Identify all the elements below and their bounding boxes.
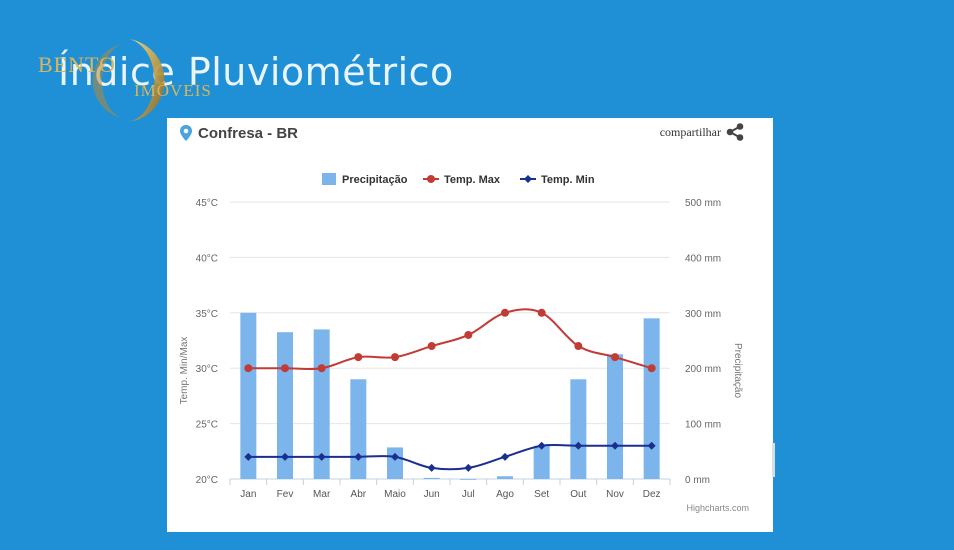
legend-tmax-marker: [427, 175, 435, 183]
precip-bar[interactable]: [533, 445, 550, 479]
temp-min-line: [248, 443, 652, 471]
left-tick-label: 45°C: [196, 198, 218, 209]
x-tick-label: Dez: [643, 489, 661, 500]
precip-bar[interactable]: [497, 476, 513, 479]
location-name: Confresa - BR: [198, 124, 299, 142]
temp-min-point[interactable]: [464, 463, 473, 472]
right-axis-title: Precipitação: [732, 343, 743, 398]
temp-max-point[interactable]: [281, 364, 289, 373]
right-tick-label: 0 mm: [685, 475, 710, 486]
temp-min-point[interactable]: [427, 463, 436, 472]
right-tick-label: 400 mm: [685, 253, 721, 264]
left-tick-label: 20°C: [196, 475, 218, 486]
temp-max-point[interactable]: [244, 364, 253, 373]
logo-emblem: [92, 39, 165, 122]
share-button[interactable]: compartilhar: [660, 123, 745, 141]
temp-max-point[interactable]: [574, 342, 583, 351]
precip-bar[interactable]: [350, 379, 367, 479]
temp-max-point[interactable]: [647, 364, 656, 373]
x-tick-label: Mar: [313, 489, 331, 500]
temp-max-point[interactable]: [391, 353, 399, 362]
x-tick-label: Maio: [384, 489, 406, 500]
temp-max-point[interactable]: [501, 308, 509, 317]
temp-min-point[interactable]: [611, 441, 619, 450]
temp-min-point[interactable]: [244, 452, 253, 461]
legend-tmin-label[interactable]: Temp. Min: [541, 174, 595, 186]
right-tick-label: 300 mm: [685, 309, 721, 320]
left-tick-label: 35°C: [196, 309, 218, 320]
temp-min-point[interactable]: [354, 452, 363, 461]
share-icon: [726, 123, 744, 141]
x-tick-label: Abr: [351, 489, 367, 500]
temp-max-point[interactable]: [354, 353, 363, 362]
temp-min-point[interactable]: [537, 441, 546, 450]
right-tick-label: 100 mm: [685, 420, 721, 431]
climate-chart: 20°C 25°C 30°C 35°C 40°C 45°C 0 mm 100 mm 200 mm…: [179, 173, 749, 513]
temp-min-point[interactable]: [281, 452, 289, 461]
logo-text-bento: BENTO: [38, 52, 116, 77]
left-tick-label: 30°C: [196, 364, 218, 375]
logo-text-imoveis: IMÓVEIS: [134, 81, 212, 100]
scroll-edge: [772, 443, 775, 477]
precip-bar[interactable]: [607, 354, 623, 479]
x-tick-label: Nov: [606, 489, 624, 500]
left-tick-label: 25°C: [196, 420, 218, 431]
temp-max-point[interactable]: [464, 330, 473, 339]
share-label: compartilhar: [659, 124, 721, 139]
location-header: Confresa - BR: [179, 122, 298, 144]
right-tick-label: 500 mm: [685, 198, 721, 209]
legend-precip-label[interactable]: Precipitação: [342, 174, 408, 186]
precip-bar[interactable]: [570, 379, 587, 479]
temp-max-point[interactable]: [611, 353, 619, 362]
x-tick-label: Set: [534, 489, 549, 500]
legend-tmin-marker: [524, 175, 532, 183]
temp-max-point[interactable]: [537, 308, 546, 317]
x-tick-label: Out: [570, 489, 586, 500]
legend-precip-swatch: [322, 173, 336, 185]
location-pin-icon: [180, 125, 192, 141]
legend-tmax-label[interactable]: Temp. Max: [444, 174, 501, 186]
x-tick-label: Fev: [277, 489, 294, 500]
right-tick-label: 200 mm: [685, 364, 721, 375]
temp-max-point[interactable]: [427, 342, 436, 351]
temp-min-point[interactable]: [501, 452, 509, 461]
page-title: Índice Pluviométrico: [58, 50, 454, 94]
temp-min-point[interactable]: [317, 452, 326, 461]
temp-min-point[interactable]: [647, 441, 656, 450]
precip-bar[interactable]: [423, 477, 440, 479]
x-tick-label: Jun: [424, 489, 440, 500]
precip-bar[interactable]: [460, 479, 477, 480]
precip-bar[interactable]: [387, 447, 403, 479]
weather-card: Confresa - BR compartilhar 20°C 25°C 30°C 3…: [167, 118, 775, 532]
credits-link[interactable]: Highcharts.com: [686, 503, 749, 513]
left-tick-label: 40°C: [196, 253, 218, 264]
precip-bar[interactable]: [643, 318, 660, 479]
temp-min-point[interactable]: [391, 452, 399, 461]
x-tick-label: Jul: [462, 489, 475, 500]
temp-max-line: [248, 308, 652, 371]
x-tick-label: Jan: [240, 489, 256, 500]
company-logo: BENTO IMÓVEIS: [34, 36, 224, 126]
precip-bar[interactable]: [240, 312, 257, 479]
temp-min-point[interactable]: [574, 441, 583, 450]
x-tick-label: Ago: [496, 489, 514, 500]
left-axis-title: Temp. Min/Max: [179, 337, 190, 405]
temp-max-point[interactable]: [317, 364, 326, 373]
